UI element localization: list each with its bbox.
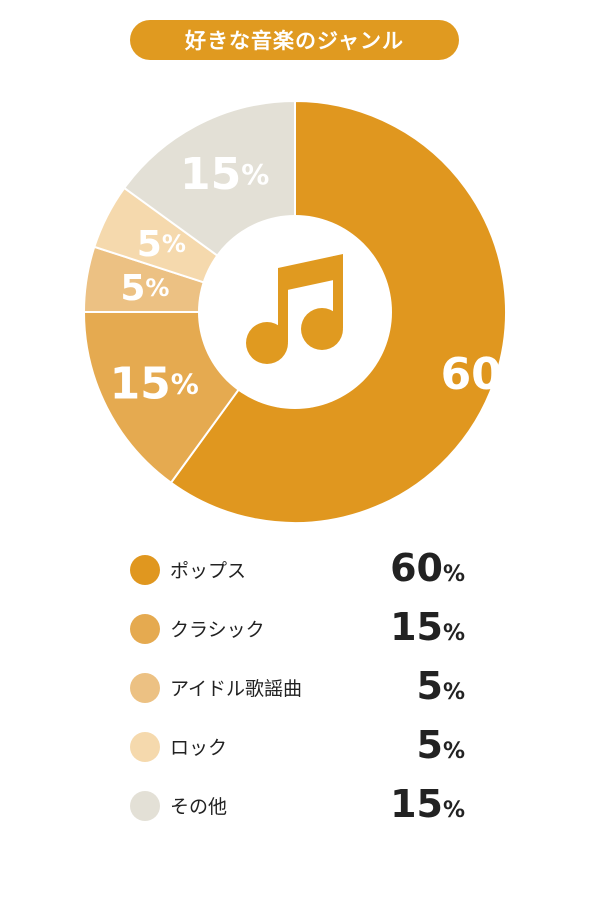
legend-label: クラシック	[170, 619, 265, 641]
slice-value-label-2: 15%	[110, 358, 199, 409]
legend-item: アイドル歌謡曲 5%	[130, 666, 465, 706]
legend-value: 5%	[417, 666, 466, 706]
slice-value-label-1: 60%	[441, 348, 530, 399]
legend-value: 5%	[417, 725, 466, 765]
legend-value-number: 60	[390, 546, 443, 590]
legend-swatch	[130, 673, 160, 703]
legend-swatch	[130, 614, 160, 644]
legend-swatch	[130, 732, 160, 762]
legend-label: ロック	[170, 737, 228, 759]
chart-title: 好きな音楽のジャンル	[130, 20, 459, 60]
legend-value-number: 5	[416, 723, 443, 767]
legend-value-number: 5	[416, 664, 443, 708]
legend-swatch	[130, 791, 160, 821]
legend-value: 15%	[390, 784, 465, 824]
legend-value-unit: %	[442, 798, 465, 823]
legend-value-unit: %	[442, 621, 465, 646]
legend-value-unit: %	[442, 680, 465, 705]
legend-item: ロック 5%	[130, 725, 465, 765]
legend-label: アイドル歌謡曲	[170, 678, 303, 700]
legend-value-number: 15	[390, 782, 443, 826]
slice-value-label-5: 15%	[180, 148, 269, 199]
slice-value-label-4: 5%	[137, 223, 186, 264]
legend-value: 15%	[390, 607, 465, 647]
legend-value-number: 15	[390, 605, 443, 649]
donut-chart: 60% 15% 5%5% 15%	[84, 101, 530, 523]
legend-swatch	[130, 555, 160, 585]
legend-item: ポップス 60%	[130, 548, 465, 588]
legend-value-unit: %	[442, 562, 465, 587]
legend-label: その他	[170, 796, 228, 818]
legend-value: 60%	[390, 548, 465, 588]
legend-item: その他 15%	[130, 784, 465, 824]
center-hole	[198, 215, 392, 409]
legend-value-unit: %	[442, 739, 465, 764]
legend-item: クラシック 15%	[130, 607, 465, 647]
slice-value-label-3: 5%	[120, 268, 169, 309]
legend-label: ポップス	[170, 560, 247, 582]
music-note-icon	[246, 254, 343, 364]
